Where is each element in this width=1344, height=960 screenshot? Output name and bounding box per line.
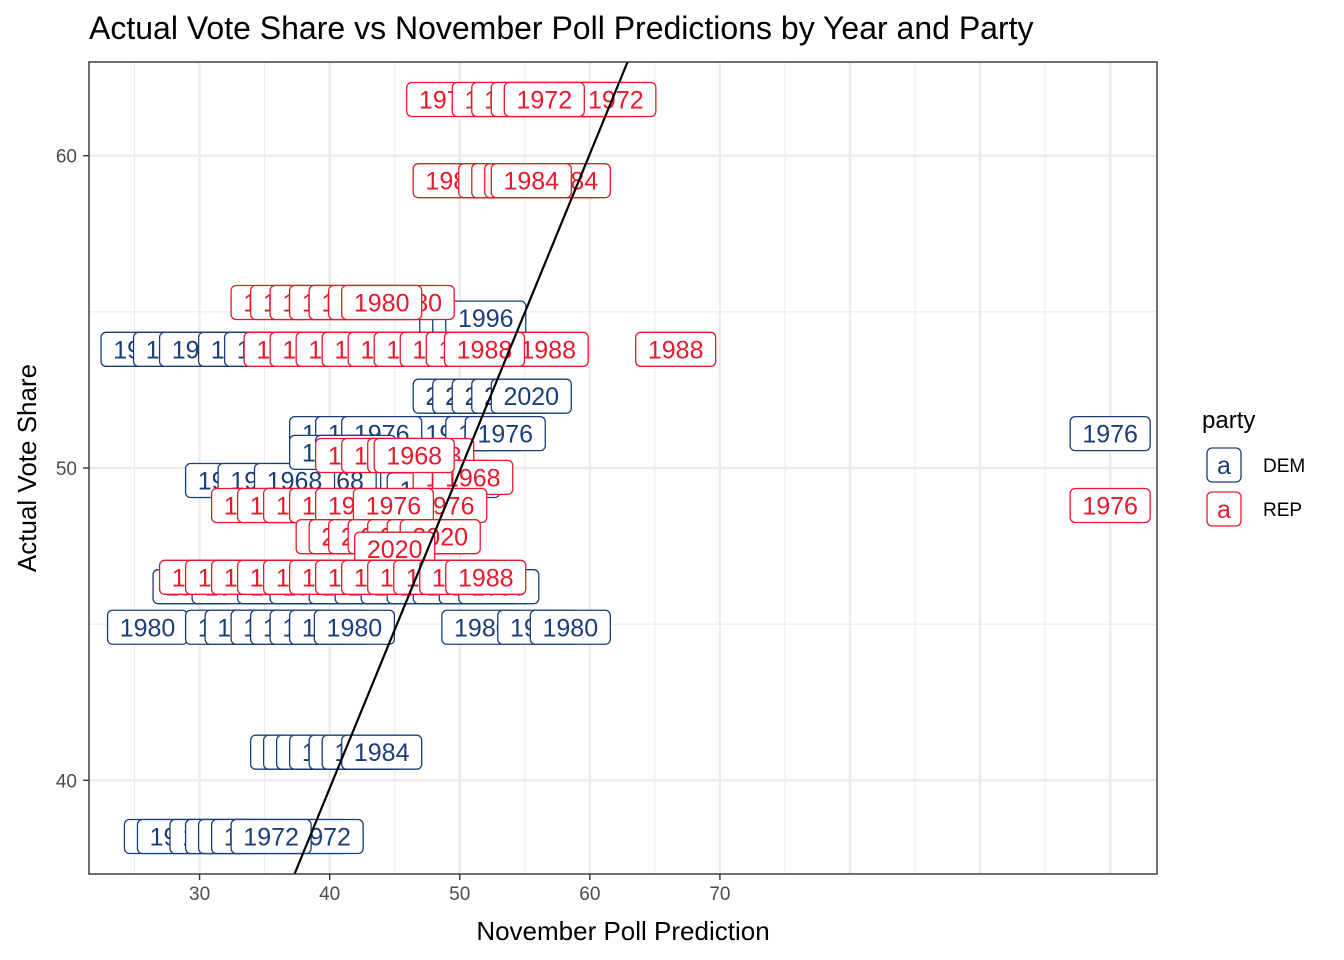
x-tick-label: 50	[449, 884, 470, 905]
data-label-dem: 1972	[230, 818, 312, 855]
data-label-text: 1984	[354, 739, 410, 767]
legend-title: party	[1202, 407, 1255, 434]
data-label-rep: 1980	[341, 284, 423, 321]
data-label-text: 1988	[457, 336, 513, 364]
data-label-rep: 1976	[352, 487, 435, 524]
data-label-dem: 1996	[445, 300, 527, 336]
data-label-text: 1980	[327, 614, 383, 642]
data-label-box	[341, 734, 423, 770]
legend-label-rep: REP	[1263, 500, 1302, 521]
trend-line	[293, 62, 629, 874]
data-label-rep: 1988	[443, 331, 526, 367]
data-label-box	[503, 81, 585, 118]
data-label-box	[313, 609, 396, 645]
data-label-text: 2020	[367, 536, 423, 564]
data-label-box	[529, 609, 611, 645]
legend-key-glyph: a	[1217, 496, 1231, 524]
y-axis-title: Actual Vote Share	[12, 364, 42, 572]
data-label-rep: 1984	[490, 163, 572, 199]
legend-key-dem	[1206, 447, 1242, 483]
x-tick-label: 60	[579, 884, 600, 905]
data-label-dem: 2020	[490, 378, 572, 414]
legend-label-dem: DEM	[1263, 456, 1305, 477]
data-label-text: 1976	[366, 492, 422, 520]
data-label-box	[464, 415, 546, 452]
data-labels: 1968196819681968196819681968197219721972…	[100, 81, 1151, 855]
data-label-dem: 1976	[1069, 415, 1151, 452]
data-label-dem: 1980	[529, 609, 611, 645]
data-label-box	[373, 437, 455, 474]
data-label-rep: 1972	[575, 81, 657, 118]
data-label-box	[230, 818, 312, 855]
data-label-dem: 1976	[464, 415, 546, 452]
data-label-text: 1972	[243, 824, 299, 852]
x-tick-label: 40	[319, 884, 340, 905]
axis-ticks: 30 40 50 60 70 40 50 60	[56, 147, 731, 905]
y-tick-label: 60	[56, 147, 77, 168]
chart-title: Actual Vote Share vs November Poll Predi…	[89, 10, 1034, 46]
data-label-box	[490, 163, 572, 199]
data-label-text: 1976	[1082, 492, 1138, 520]
x-tick-label: 70	[709, 884, 730, 905]
x-tick-label: 30	[189, 884, 210, 905]
data-label-box	[443, 331, 526, 367]
data-label-text: 1984	[503, 168, 559, 196]
data-label-text: 1988	[520, 336, 576, 364]
data-label-dem: 1980	[106, 609, 189, 645]
data-label-text: 1996	[458, 305, 514, 333]
data-label-rep: 1988	[445, 559, 527, 595]
data-label-text: 1972	[516, 86, 572, 114]
legend: party a DEM a REP	[1202, 407, 1305, 527]
data-label-dem: 1984	[341, 734, 423, 770]
legend-key-glyph: a	[1217, 452, 1231, 480]
data-label-text: 1976	[477, 421, 533, 449]
data-label-rep: 1972	[503, 81, 585, 118]
data-label-rep: 2020	[354, 531, 436, 567]
data-label-box	[445, 559, 527, 595]
data-label-text: 1980	[354, 289, 410, 317]
data-label-box	[341, 284, 423, 321]
data-label-rep: 1976	[1069, 487, 1151, 524]
data-label-rep: 1968	[373, 437, 455, 474]
data-label-dem: 1980	[313, 609, 396, 645]
data-label-text: 1968	[386, 443, 442, 471]
data-label-text: 1980	[120, 614, 176, 642]
data-label-text: 1980	[543, 614, 599, 642]
data-label-box	[635, 331, 717, 367]
y-tick-label: 50	[56, 459, 77, 480]
data-label-text: 1988	[458, 564, 514, 592]
data-label-text: 2020	[503, 383, 559, 411]
data-label-text: 1976	[1082, 421, 1138, 449]
legend-key-rep	[1206, 491, 1242, 527]
y-tick-label: 40	[56, 771, 77, 792]
x-axis-title: November Poll Prediction	[476, 916, 769, 946]
data-label-rep: 1988	[635, 331, 717, 367]
data-label-text: 1988	[648, 336, 704, 364]
data-label-box	[1069, 487, 1151, 524]
data-label-box	[1069, 415, 1151, 452]
